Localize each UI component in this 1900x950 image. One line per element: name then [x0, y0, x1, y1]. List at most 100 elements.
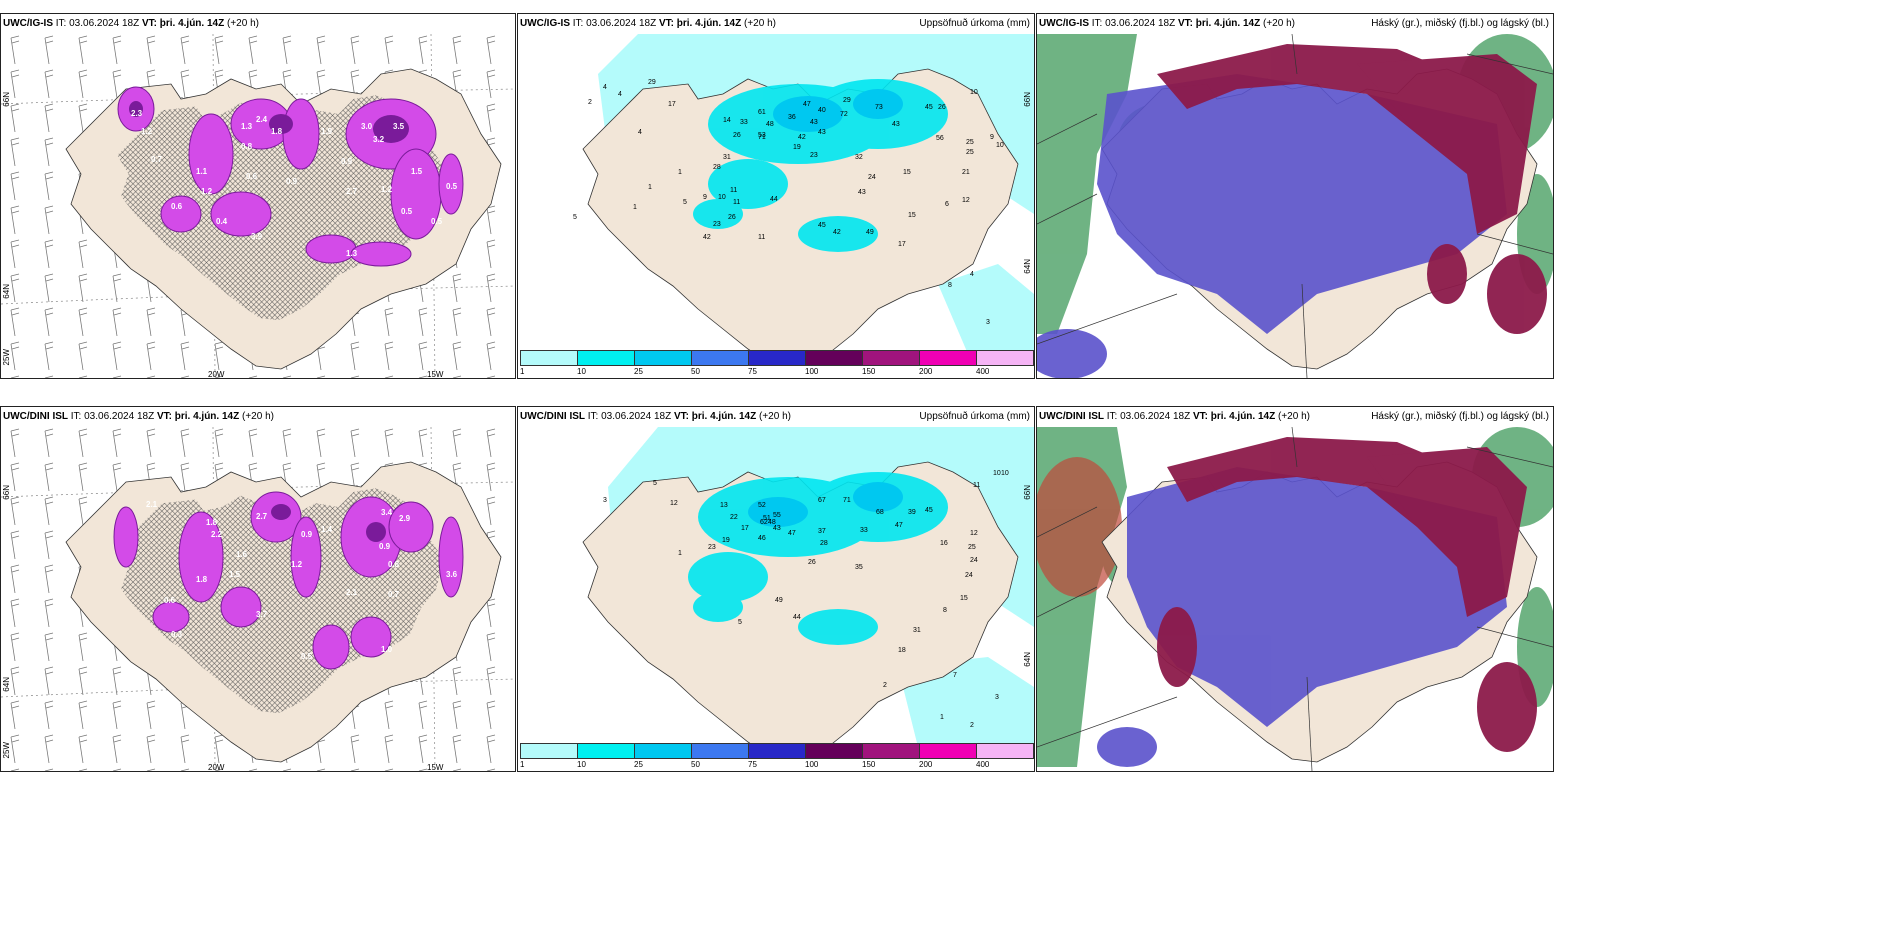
valid-label: VT: — [673, 411, 689, 422]
precip-value: 24 — [868, 174, 876, 181]
precip-value: 8 — [943, 607, 947, 614]
precip-label: 2.7 — [256, 512, 268, 521]
precip-value: 26 — [728, 214, 736, 221]
lead-time: (+20 h) — [227, 18, 259, 29]
panel-title: UWC/IG-IS IT: 03.06.2024 18Z VT: þri. 4.… — [520, 18, 776, 30]
precip-label: 2.9 — [399, 514, 411, 523]
colorbar-swatch — [520, 743, 578, 759]
colorbar-swatch — [919, 743, 977, 759]
precip-value: 40 — [818, 107, 826, 114]
precip-value: 45 — [925, 507, 933, 514]
precip-value: 22 — [730, 514, 738, 521]
precip-value: 28 — [713, 164, 721, 171]
precip-value: 62 — [760, 519, 768, 526]
precip-value: 31 — [913, 627, 921, 634]
precip-label: 3.9 — [251, 232, 263, 241]
map-canvas: 2.3 1.2 1.3 0.7 2.4 1.8 3.0 3.2 3.5 1.9 … — [1, 34, 515, 378]
precip-label: 1.2 — [291, 560, 303, 569]
precip-value: 1 — [678, 550, 682, 557]
graticule — [1037, 34, 1553, 378]
precip-value: 1 — [678, 169, 682, 176]
lat-label: 66N — [2, 92, 11, 107]
init-time: IT: 03.06.2024 18Z — [1091, 18, 1176, 29]
colorbar-tick: 25 — [634, 367, 643, 376]
precip-mid — [773, 89, 903, 132]
precip-value: 10 — [718, 194, 726, 201]
precip-value: 71 — [758, 134, 766, 141]
precip-value: 72 — [840, 111, 848, 118]
lead-time: (+20 h) — [1263, 18, 1295, 29]
colorbar-swatch — [862, 743, 920, 759]
precip-label: 0.9 — [286, 177, 298, 186]
mid-cloud-layer — [1157, 44, 1547, 334]
valid-label: VT: — [141, 18, 157, 29]
precip-value: 4 — [970, 271, 974, 278]
precip-value: 5 — [653, 480, 657, 487]
precip-value: 35 — [855, 564, 863, 571]
colorbar-swatch — [805, 350, 863, 366]
precip-value: 2 — [588, 99, 592, 106]
precip-label: 1.8 — [196, 575, 208, 584]
precip-value: 29 — [648, 79, 656, 86]
precip-value: 42 — [798, 134, 806, 141]
precip-value: 36 — [788, 114, 796, 121]
precip-label: 1.4 — [321, 525, 333, 534]
panel-title: UWC/IG-IS IT: 03.06.2024 18Z VT: þri. 4.… — [1039, 18, 1295, 30]
precip-value: 47 — [788, 530, 796, 537]
precip-value: 2 — [883, 682, 887, 689]
precip-label: 2.4 — [256, 115, 268, 124]
precip-value: 7 — [953, 672, 957, 679]
lead-time: (+20 h) — [744, 18, 776, 29]
precip-value: 9 — [990, 134, 994, 141]
precip-value: 17 — [898, 241, 906, 248]
precip-value: 15 — [903, 169, 911, 176]
precip-value: 10 — [970, 89, 978, 96]
precip-value: 12 — [970, 530, 978, 537]
precip-value: 11 — [758, 234, 765, 241]
colorbar-tick: 200 — [919, 760, 933, 769]
precip-value: 1 — [633, 204, 637, 211]
precip-value: 5 — [683, 199, 687, 206]
map-panel-dini-accum-precip: UWC/DINI ISL IT: 03.06.2024 18Z VT: þri.… — [517, 406, 1035, 772]
precip-label: 2.3 — [131, 109, 143, 118]
precip-value: 8 — [948, 282, 952, 289]
valid-time: þri. 4.jún. 14Z — [1210, 411, 1276, 422]
precip-label: 0.7 — [151, 155, 163, 164]
valid-time: þri. 4.jún. 14Z — [1195, 18, 1261, 29]
precip-label: 1.5 — [229, 570, 241, 579]
precip-value: 14 — [723, 117, 731, 124]
precip-label: 3.4 — [381, 508, 393, 517]
lead-time: (+20 h) — [242, 411, 274, 422]
precip-value: 24 — [970, 557, 978, 564]
lon-label: 15W — [427, 370, 444, 379]
low-cloud-layer — [1097, 467, 1507, 767]
colorbar-swatch — [634, 350, 692, 366]
precip-value: 19 — [722, 537, 730, 544]
colorbar-swatch — [805, 743, 863, 759]
r2-labels: 2.1 1.8 2.7 2.2 0.9 1.5 1.6 3.7 1.8 3.4 … — [146, 500, 458, 661]
precip-value: 11 — [730, 187, 737, 194]
valid-time: þri. 4.jún. 14Z — [676, 18, 742, 29]
precip-label: 1.2 — [381, 185, 393, 194]
precip-value: 15 — [908, 212, 916, 219]
colorbar-swatch — [919, 350, 977, 366]
precip-label: 3.2 — [373, 135, 385, 144]
panel-title: UWC/DINI ISL IT: 03.06.2024 18Z VT: þri.… — [520, 411, 791, 423]
precip-value: 1 — [940, 714, 944, 721]
precip-value: 6 — [945, 201, 949, 208]
precip-value: 16 — [940, 540, 948, 547]
precip-value: 10 — [993, 470, 1001, 477]
precip-value: 43 — [818, 129, 826, 136]
lat-label: 66N — [1023, 485, 1032, 500]
precip-value: 4 — [638, 129, 642, 136]
precip-value: 23 — [713, 221, 721, 228]
precip-label: 1.3 — [241, 122, 253, 131]
colorbar-tick: 10 — [577, 760, 586, 769]
precip-label: 0.6 — [164, 596, 176, 605]
precip-value: 71 — [843, 497, 851, 504]
map-panel-ig-is-clouds: UWC/IG-IS IT: 03.06.2024 18Z VT: þri. 4.… — [1036, 13, 1554, 379]
precip-value: 25 — [968, 544, 976, 551]
precip-value: 2 — [970, 722, 974, 729]
precip-value: 17 — [668, 101, 676, 108]
precip-value: 21 — [962, 169, 970, 176]
